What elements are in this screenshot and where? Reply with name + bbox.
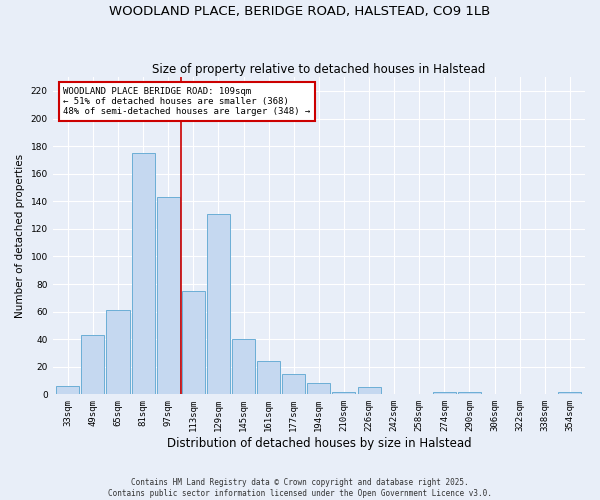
Bar [232, 339, 255, 394]
Bar [131, 153, 155, 394]
Bar [458, 392, 481, 394]
Bar [307, 384, 331, 394]
Bar [106, 310, 130, 394]
Text: Contains HM Land Registry data © Crown copyright and database right 2025.
Contai: Contains HM Land Registry data © Crown c… [108, 478, 492, 498]
Bar [81, 335, 104, 394]
Y-axis label: Number of detached properties: Number of detached properties [15, 154, 25, 318]
Bar [559, 392, 581, 394]
Bar [433, 392, 456, 394]
Bar [282, 374, 305, 394]
Bar [56, 386, 79, 394]
Bar [332, 392, 355, 394]
Bar [157, 197, 180, 394]
X-axis label: Distribution of detached houses by size in Halstead: Distribution of detached houses by size … [167, 437, 471, 450]
Bar [207, 214, 230, 394]
Text: WOODLAND PLACE, BERIDGE ROAD, HALSTEAD, CO9 1LB: WOODLAND PLACE, BERIDGE ROAD, HALSTEAD, … [109, 5, 491, 18]
Text: WOODLAND PLACE BERIDGE ROAD: 109sqm
← 51% of detached houses are smaller (368)
4: WOODLAND PLACE BERIDGE ROAD: 109sqm ← 51… [64, 86, 311, 117]
Title: Size of property relative to detached houses in Halstead: Size of property relative to detached ho… [152, 63, 485, 76]
Bar [257, 361, 280, 394]
Bar [358, 388, 380, 394]
Bar [182, 291, 205, 395]
